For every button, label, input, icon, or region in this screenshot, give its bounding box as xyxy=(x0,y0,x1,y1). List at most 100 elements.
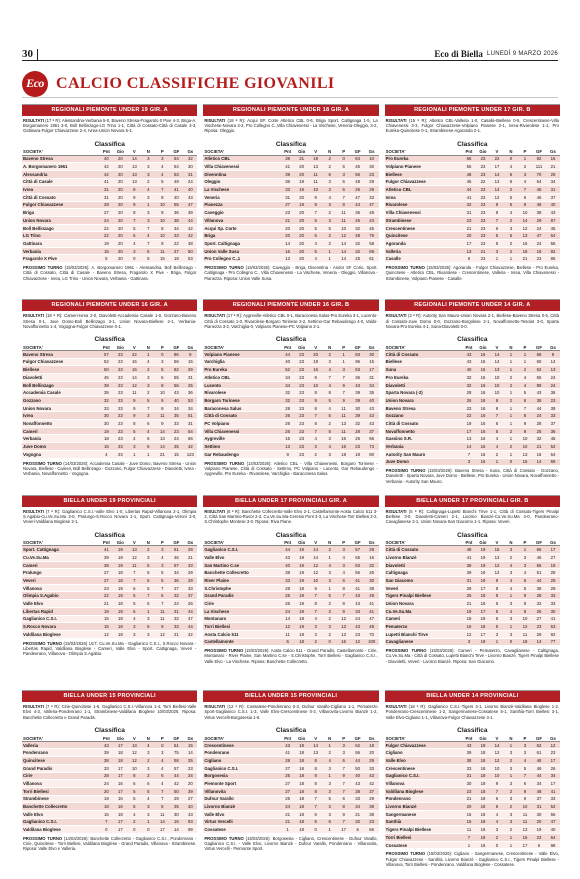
stat-cell: 4 xyxy=(503,607,518,616)
column-header: GF xyxy=(350,539,365,547)
stat-cell: 44 xyxy=(169,772,184,781)
standings-box: REGIONALI PIEMONTE UNDER 16 GIR. A RISULT… xyxy=(22,299,198,490)
column-header: Gs xyxy=(364,539,379,547)
stat-cell: 29 xyxy=(364,756,379,765)
stat-cell: 13 xyxy=(489,178,504,187)
team-name: Gassino S.R. xyxy=(384,434,462,444)
page-number: 30 xyxy=(22,48,33,60)
column-header: Gs xyxy=(183,735,198,742)
box-title: REGIONALI PIEMONTE UNDER 14 GIR. A xyxy=(384,300,560,312)
stat-cell: 12 xyxy=(545,741,560,750)
stat-cell: 19 xyxy=(294,178,309,187)
column-header: Pnt xyxy=(280,344,295,351)
stat-cell: 14 xyxy=(155,442,170,451)
table-row: Livorno Bianzè 20 18 6 2 10 31 52 xyxy=(384,802,560,811)
standings-table: SOCIETA' Pnt Gio V N P GF Gs Città di Cossato 43 1… xyxy=(384,344,560,467)
stat-cell: 98 xyxy=(545,841,560,850)
stat-cell: 21 xyxy=(280,810,295,819)
stat-cell: 8 xyxy=(517,411,532,421)
stat-cell: 23 xyxy=(531,622,546,631)
stat-cell: 21 xyxy=(183,553,198,562)
stat-cell: 28 xyxy=(531,591,546,601)
stat-cell: 40 xyxy=(461,365,476,374)
table-row: Baveno Stresa 40 20 14 3 3 54 32 xyxy=(22,155,198,164)
stat-cell: 3 xyxy=(141,802,156,811)
team-name: Ivrea xyxy=(384,193,462,202)
table-row: Gassino S.R. 13 16 4 1 10 32 45 xyxy=(384,434,560,444)
stat-cell: 6 xyxy=(127,607,142,616)
stat-cell: 34 xyxy=(183,772,198,781)
stat-cell: 9 xyxy=(155,208,170,217)
stat-cell: 12 xyxy=(336,615,351,624)
stat-cell: 1 xyxy=(517,545,532,555)
stat-cell: 18 xyxy=(99,802,114,811)
stat-cell: 3 xyxy=(503,568,518,578)
column-header: Gio xyxy=(294,735,309,742)
stat-cell: 20 xyxy=(308,350,323,359)
results-text: RISULTATI (12 ª R): Cossatese-Pondenrano… xyxy=(203,702,378,726)
stat-cell: 4 xyxy=(489,434,504,444)
stat-cell: 46 xyxy=(531,764,546,773)
stat-cell: 20 xyxy=(113,239,128,248)
table-row: Villanovita 27 18 8 3 7 38 37 xyxy=(203,787,379,796)
stat-cell: 17 xyxy=(113,741,128,750)
standings-box: BIELLA UNDER 14 PROVINCIALI RISULTATI (18… xyxy=(384,690,560,869)
stat-cell: 32 xyxy=(169,591,184,601)
stat-cell: 20 xyxy=(294,170,309,179)
table-row: Caveggio 23 20 7 2 11 36 49 xyxy=(203,208,379,217)
stat-cell: 5 xyxy=(308,247,323,256)
classifica-heading: Classifica xyxy=(275,141,307,148)
stat-cell: 86 xyxy=(545,254,560,264)
stat-cell: 1 xyxy=(503,450,518,459)
stat-cell: 13 xyxy=(517,450,532,459)
stat-cell: 24 xyxy=(99,779,114,788)
stat-cell: 10 xyxy=(336,224,351,233)
column-header: SOCIETA' xyxy=(384,735,462,742)
stat-cell: 3 xyxy=(141,411,156,421)
team-name: La Vischese xyxy=(203,185,281,194)
team-name: Union Novara xyxy=(384,396,462,405)
table-row: Casalle 6 23 1 1 21 23 86 xyxy=(384,254,560,264)
stat-cell: 13 xyxy=(336,622,351,631)
stat-cell: 24 xyxy=(280,802,295,811)
stat-cell: 1 xyxy=(489,638,504,647)
team-name: Città di Casale xyxy=(22,178,100,187)
column-header: P xyxy=(155,735,170,742)
results-label: RISULTATI xyxy=(23,508,44,514)
stat-cell: 36 xyxy=(280,178,295,187)
stat-cell: 34 xyxy=(350,802,365,811)
table-row: Livorno Bianzè 24 18 7 3 8 34 39 xyxy=(203,802,379,811)
stat-cell: 6 xyxy=(517,193,532,202)
stat-cell: 23 xyxy=(294,396,309,405)
column-header: GF xyxy=(350,149,365,156)
stat-cell: 42 xyxy=(183,442,198,451)
stat-cell: 16 xyxy=(475,373,490,382)
stat-cell: 12 xyxy=(489,748,504,758)
stat-cell: 8 xyxy=(336,201,351,210)
table-row: A. Borgomanero 1961 42 20 13 3 4 54 30 xyxy=(22,162,198,171)
stat-cell: 11 xyxy=(336,411,351,421)
table-row: Strambinese 19 16 5 4 7 29 27 xyxy=(22,795,198,804)
column-header: Pnt xyxy=(280,735,295,742)
stat-cell: 9 xyxy=(489,208,504,217)
stat-cell: 80 xyxy=(364,450,379,459)
next-round-body: (15/03/2026): A. Borgomanero 1961 - Ales… xyxy=(23,265,197,281)
stat-cell: 0 xyxy=(141,825,156,834)
page-header: 30 Eco di Biella LUNEDÌ 9 MARZO 2026 xyxy=(22,47,558,61)
stat-cell: 46 xyxy=(531,201,546,210)
team-name: Crescentinese xyxy=(203,741,281,750)
stat-cell: 52 xyxy=(99,358,114,367)
column-header: V xyxy=(127,344,142,351)
stat-cell: 5 xyxy=(322,427,337,436)
table-row: Valle Elvo 21 18 5 6 7 24 26 xyxy=(22,599,198,608)
stat-cell: 1 xyxy=(503,411,518,421)
stat-cell: 14 xyxy=(489,170,504,179)
stat-cell: 43 xyxy=(461,741,476,750)
team-name: Settimo xyxy=(203,442,281,451)
stat-cell: 5 xyxy=(141,584,156,593)
stat-cell: 8 xyxy=(308,787,323,796)
table-row: Verbania 14 16 4 2 10 21 52 xyxy=(384,442,560,451)
stat-cell: 19 xyxy=(113,584,128,593)
table-row: San Martino C.se 40 19 12 4 3 63 32 xyxy=(203,561,379,570)
column-header: SOCIETA' xyxy=(22,735,100,742)
